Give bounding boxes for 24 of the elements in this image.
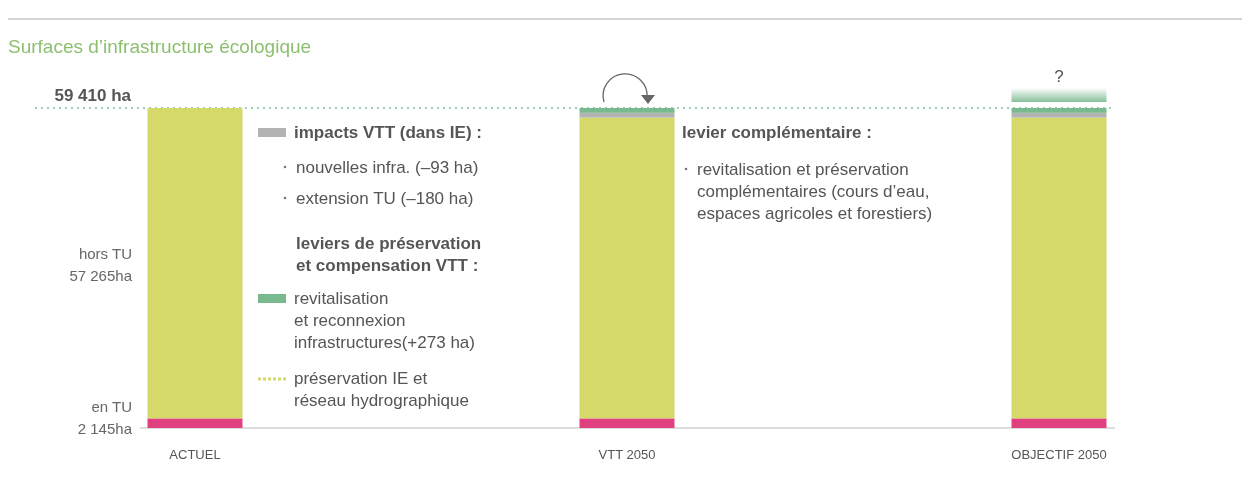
bar <box>147 418 243 428</box>
bar <box>1011 418 1107 428</box>
ref-line-label: 59 410 ha <box>54 86 132 105</box>
chart-title: Surfaces d’infrastructure écologique <box>8 36 312 57</box>
x-tick-label: VTT 2050 <box>598 447 656 462</box>
bar <box>147 108 243 419</box>
text: ? <box>1054 67 1064 86</box>
annotation: leviers de préservation et compensation VTT : <box>296 234 482 275</box>
legend-label: préservation IE et réseau hydrographique <box>294 369 469 410</box>
annotation: revitalisation et préservation complémentaires (cours d’eau, espaces agricoles et forestiers) <box>697 160 933 223</box>
annotation: extension TU (–180 ha) <box>296 189 474 208</box>
x-tick-label: OBJECTIF 2050 <box>1011 447 1107 462</box>
annotation: hors TU 57 265ha <box>69 245 133 285</box>
annotation: levier complémentaire : <box>682 123 872 142</box>
legend-label: impacts VTT (dans IE) : <box>294 123 482 142</box>
bar <box>579 112 675 118</box>
bar <box>1011 117 1107 419</box>
bar <box>579 117 675 419</box>
bar <box>1011 112 1107 118</box>
bar <box>579 418 675 428</box>
legend-label: revitalisation et reconnexion infrastructures(+273 ha) <box>294 289 475 352</box>
annotation: en TU 2 145ha <box>77 398 133 437</box>
x-tick-label: ACTUEL <box>169 447 221 462</box>
annotation: nouvelles infra. (–93 ha) <box>296 158 479 177</box>
